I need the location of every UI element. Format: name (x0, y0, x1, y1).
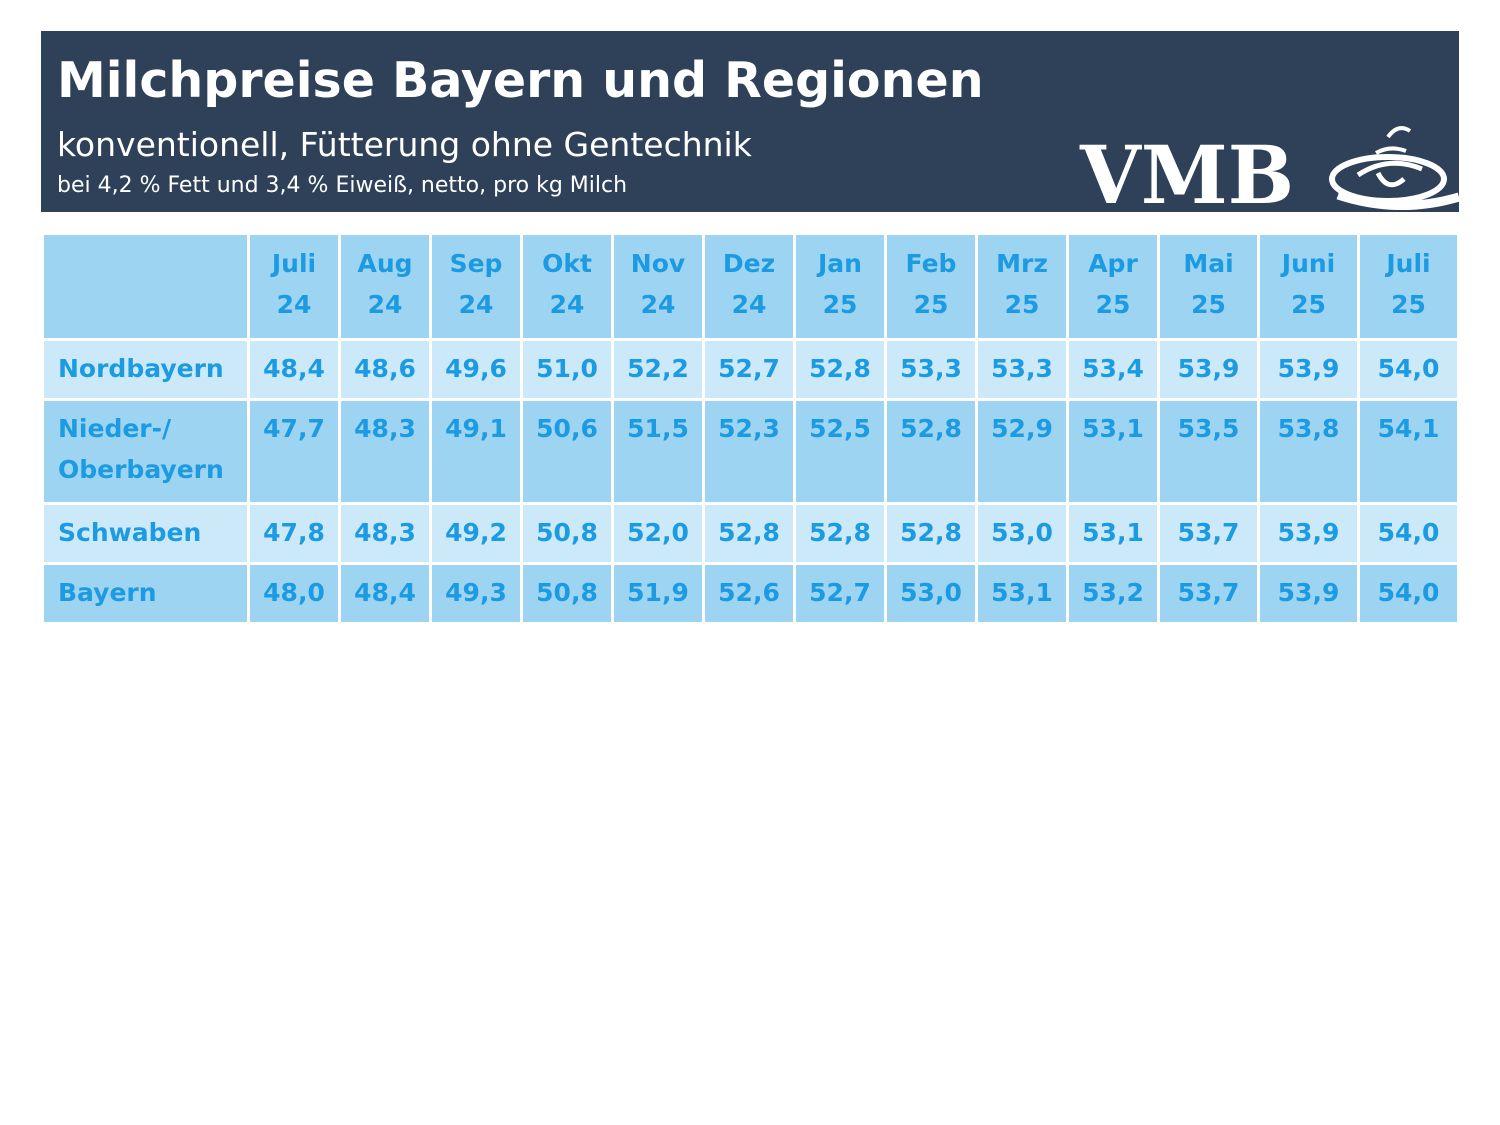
value-cell: 52,5 (793, 398, 887, 505)
logo-text: VMB (1079, 128, 1294, 212)
column-header: Okt 24 (520, 232, 614, 341)
value-cell: 53,9 (1257, 338, 1360, 401)
value-cell: 52,8 (793, 338, 887, 401)
value-cell: 54,0 (1357, 502, 1460, 565)
page-subtitle: konventionell, Fütterung ohne Gentechnik (57, 125, 752, 164)
value-cell: 53,4 (1066, 338, 1160, 401)
header-corner-cell (41, 232, 250, 341)
value-cell: 53,0 (884, 562, 978, 625)
header-banner: Milchpreise Bayern und Regionen konventi… (41, 31, 1459, 212)
value-cell: 53,0 (975, 502, 1069, 565)
value-cell: 52,9 (975, 398, 1069, 505)
page-title: Milchpreise Bayern und Regionen (57, 52, 984, 109)
value-cell: 52,8 (884, 398, 978, 505)
column-header: Jan 25 (793, 232, 887, 341)
value-cell: 48,0 (247, 562, 341, 625)
value-cell: 53,2 (1066, 562, 1160, 625)
column-header: Juli 24 (247, 232, 341, 341)
column-header: Aug 24 (338, 232, 432, 341)
column-header: Feb 25 (884, 232, 978, 341)
value-cell: 48,3 (338, 398, 432, 505)
column-header: Dez 24 (702, 232, 796, 341)
table-row: Nieder-/ Oberbayern 47,7 48,3 49,1 50,6 5… (41, 398, 1460, 505)
value-cell: 52,7 (793, 562, 887, 625)
column-header: Mai 25 (1157, 232, 1260, 341)
value-cell: 52,6 (702, 562, 796, 625)
value-cell: 51,9 (611, 562, 705, 625)
value-cell: 53,8 (1257, 398, 1360, 505)
value-cell: 48,4 (247, 338, 341, 401)
value-cell: 52,8 (793, 502, 887, 565)
value-cell: 53,7 (1157, 562, 1260, 625)
price-table: Juli 24 Aug 24 Sep 24 Okt 24 Nov 24 Dez 24 Jan… (41, 232, 1460, 625)
column-header: Apr 25 (1066, 232, 1160, 341)
value-cell: 48,6 (338, 338, 432, 401)
column-header: Mrz 25 (975, 232, 1069, 341)
table-row: Nordbayern 48,4 48,6 49,6 51,0 52,2 52,7… (41, 338, 1460, 401)
value-cell: 48,3 (338, 502, 432, 565)
table-header-row: Juli 24 Aug 24 Sep 24 Okt 24 Nov 24 Dez 24 Jan… (41, 232, 1460, 341)
value-cell: 52,3 (702, 398, 796, 505)
row-label: Nordbayern (41, 338, 250, 401)
page-note: bei 4,2 % Fett und 3,4 % Eiweiß, netto, … (57, 173, 628, 198)
value-cell: 51,0 (520, 338, 614, 401)
value-cell: 50,6 (520, 398, 614, 505)
value-cell: 49,2 (429, 502, 523, 565)
logo-emblem-icon (1329, 126, 1459, 210)
value-cell: 53,3 (884, 338, 978, 401)
value-cell: 53,5 (1157, 398, 1260, 505)
value-cell: 49,3 (429, 562, 523, 625)
value-cell: 53,9 (1257, 502, 1360, 565)
value-cell: 53,9 (1157, 338, 1260, 401)
value-cell: 49,6 (429, 338, 523, 401)
value-cell: 53,1 (1066, 398, 1160, 505)
row-label-line: Nieder-/ (58, 414, 172, 443)
column-header: Sep 24 (429, 232, 523, 341)
row-label: Schwaben (41, 502, 250, 565)
value-cell: 47,7 (247, 398, 341, 505)
table-row: Schwaben 47,8 48,3 49,2 50,8 52,0 52,8 5… (41, 502, 1460, 565)
value-cell: 50,8 (520, 502, 614, 565)
value-cell: 54,0 (1357, 562, 1460, 625)
value-cell: 54,0 (1357, 338, 1460, 401)
value-cell: 51,5 (611, 398, 705, 505)
value-cell: 52,2 (611, 338, 705, 401)
value-cell: 52,8 (884, 502, 978, 565)
value-cell: 53,1 (975, 562, 1069, 625)
row-label-line: Oberbayern (58, 455, 224, 484)
column-header: Juli 25 (1357, 232, 1460, 341)
value-cell: 50,8 (520, 562, 614, 625)
table-row: Bayern 48,0 48,4 49,3 50,8 51,9 52,6 52,… (41, 562, 1460, 625)
value-cell: 53,7 (1157, 502, 1260, 565)
vmb-logo: VMB (1076, 123, 1459, 212)
column-header: Juni 25 (1257, 232, 1360, 341)
value-cell: 52,8 (702, 502, 796, 565)
value-cell: 53,1 (1066, 502, 1160, 565)
value-cell: 49,1 (429, 398, 523, 505)
value-cell: 52,0 (611, 502, 705, 565)
value-cell: 52,7 (702, 338, 796, 401)
value-cell: 54,1 (1357, 398, 1460, 505)
value-cell: 47,8 (247, 502, 341, 565)
value-cell: 53,9 (1257, 562, 1360, 625)
row-label: Bayern (41, 562, 250, 625)
value-cell: 48,4 (338, 562, 432, 625)
row-label: Nieder-/ Oberbayern (41, 398, 250, 505)
column-header: Nov 24 (611, 232, 705, 341)
value-cell: 53,3 (975, 338, 1069, 401)
